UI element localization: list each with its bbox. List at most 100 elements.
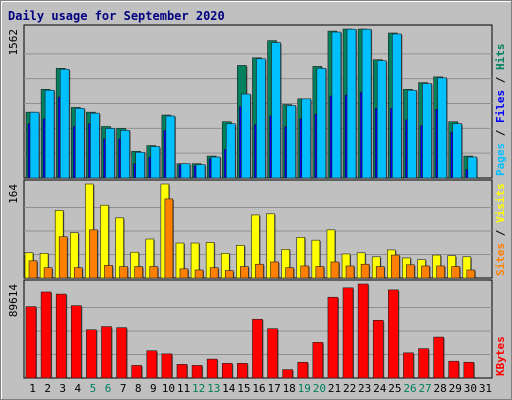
bar-pages-day-21 <box>331 31 342 179</box>
bar-pages-day-3 <box>59 68 70 179</box>
bar-pages-day-24 <box>376 60 387 179</box>
x-tick-label-20: 20 <box>313 382 326 395</box>
bar-sites-day-20 <box>315 266 325 279</box>
bar-pages-day-2 <box>44 89 55 179</box>
bar-sites-day-18 <box>285 267 294 279</box>
bar-sites-day-5 <box>89 229 98 279</box>
bar-kbytes-day-17 <box>267 328 278 379</box>
bar-sites-day-11 <box>179 268 189 279</box>
bar-kbytes-day-14 <box>221 363 233 379</box>
bar-pages-day-25 <box>392 33 402 179</box>
bar-sites-day-4 <box>73 267 83 279</box>
x-tick-label-26: 26 <box>403 382 416 395</box>
y-max-label-hits-files-pages: 1562 <box>7 29 20 56</box>
bar-pages-day-6 <box>105 128 115 179</box>
bar-sites-day-3 <box>58 236 68 279</box>
bar-kbytes-day-11 <box>176 364 188 379</box>
legend-entry: Hits <box>494 44 507 71</box>
legend-entry: Files <box>494 90 507 123</box>
bar-sites-day-25 <box>391 254 400 279</box>
bar-pages-day-17 <box>271 42 281 179</box>
bar-kbytes-day-19 <box>297 361 309 379</box>
bar-sites-day-21 <box>330 261 340 279</box>
bar-sites-day-27 <box>421 265 430 279</box>
legend-visits-sites: Sites / Visits <box>494 183 507 276</box>
bar-kbytes-day-27 <box>418 348 429 379</box>
x-tick-label-28: 28 <box>434 382 447 395</box>
bar-pages-day-23 <box>361 28 372 179</box>
bar-sites-day-12 <box>194 269 204 279</box>
bar-pages-day-12 <box>195 164 206 179</box>
bar-sites-day-30 <box>466 269 476 279</box>
bar-sites-day-1 <box>28 260 38 279</box>
bar-kbytes-day-3 <box>55 293 67 379</box>
bar-pages-day-18 <box>286 105 296 179</box>
bar-pages-day-11 <box>180 163 191 179</box>
legend-kbytes: KBytes <box>494 336 507 376</box>
bar-kbytes-day-12 <box>191 365 203 379</box>
bar-kbytes-day-7 <box>116 327 127 379</box>
bar-sites-day-13 <box>209 267 219 279</box>
bar-sites-day-24 <box>375 266 385 279</box>
y-max-label-kbytes: 89614 <box>7 284 20 317</box>
x-tick-label-30: 30 <box>464 382 477 395</box>
bar-kbytes-day-16 <box>252 318 263 379</box>
panel-visits-sites: 164 Sites / Visits <box>7 179 507 279</box>
x-tick-label-22: 22 <box>343 382 356 395</box>
bar-pages-day-5 <box>90 112 100 179</box>
bar-pages-day-9 <box>150 146 161 179</box>
x-tick-label-2: 2 <box>44 382 51 395</box>
x-tick-label-13: 13 <box>207 382 220 395</box>
bar-pages-day-26 <box>407 89 417 179</box>
x-tick-label-5: 5 <box>90 382 97 395</box>
bar-sites-day-10 <box>164 198 174 279</box>
bar-pages-day-29 <box>452 123 463 179</box>
bar-kbytes-day-15 <box>237 363 248 379</box>
legend-entry: Pages <box>494 143 507 176</box>
bar-pages-day-16 <box>256 58 266 179</box>
bar-kbytes-day-18 <box>282 369 293 379</box>
bar-kbytes-day-10 <box>161 353 173 379</box>
x-tick-label-17: 17 <box>267 382 280 395</box>
x-tick-label-11: 11 <box>177 382 190 395</box>
bar-kbytes-day-22 <box>342 287 354 379</box>
x-tick-label-6: 6 <box>105 382 112 395</box>
bar-sites-day-17 <box>270 261 279 279</box>
bar-pages-day-10 <box>165 115 176 179</box>
x-tick-label-29: 29 <box>449 382 462 395</box>
bar-kbytes-day-28 <box>433 336 444 379</box>
bar-pages-day-28 <box>437 77 447 179</box>
x-tick-label-14: 14 <box>222 382 236 395</box>
bar-sites-day-9 <box>149 266 159 279</box>
x-tick-label-1: 1 <box>29 382 36 395</box>
panel-kbytes: 89614 KBytes <box>7 279 507 379</box>
bar-sites-day-15 <box>240 266 249 279</box>
bar-kbytes-day-8 <box>131 365 142 379</box>
x-tick-label-16: 16 <box>252 382 265 395</box>
bar-kbytes-day-23 <box>357 283 369 379</box>
bar-sites-day-7 <box>119 266 128 279</box>
bar-kbytes-day-26 <box>403 352 414 379</box>
bar-pages-day-22 <box>346 28 357 179</box>
bar-pages-day-13 <box>210 156 221 179</box>
bar-pages-day-7 <box>120 130 130 179</box>
x-tick-label-19: 19 <box>298 382 311 395</box>
bar-kbytes-day-20 <box>312 342 324 379</box>
x-tick-label-18: 18 <box>283 382 296 395</box>
x-tick-label-23: 23 <box>358 382 371 395</box>
bar-pages-day-30 <box>467 156 478 179</box>
bar-pages-day-14 <box>225 123 236 179</box>
bar-sites-day-6 <box>104 265 113 279</box>
x-tick-label-8: 8 <box>135 382 142 395</box>
panel-hits-files-pages: 1562 Pages / Files / Hits <box>7 24 507 179</box>
bar-sites-day-2 <box>43 267 53 279</box>
x-tick-label-4: 4 <box>75 382 82 395</box>
legend-entry: Visits <box>494 183 507 223</box>
bar-kbytes-day-1 <box>25 306 37 379</box>
bar-pages-day-8 <box>135 151 145 179</box>
legend-entry: / <box>494 223 507 243</box>
bar-pages-day-1 <box>29 111 40 179</box>
bar-kbytes-day-4 <box>70 305 82 379</box>
bar-kbytes-day-13 <box>206 358 218 379</box>
